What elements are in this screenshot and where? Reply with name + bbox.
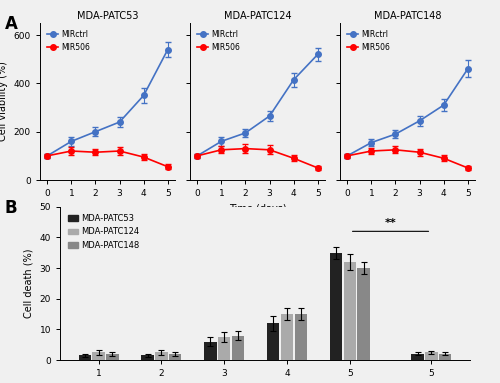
Bar bbox=[78, 355, 91, 360]
Bar bbox=[218, 337, 230, 360]
Bar bbox=[92, 352, 105, 360]
Bar bbox=[142, 355, 154, 360]
Title: MDA-PATC53: MDA-PATC53 bbox=[77, 11, 138, 21]
Legend: MIRctrl, MIR506: MIRctrl, MIR506 bbox=[344, 27, 394, 55]
Y-axis label: Cell death (%): Cell death (%) bbox=[24, 249, 34, 318]
Bar bbox=[281, 314, 293, 360]
Bar bbox=[294, 314, 307, 360]
Legend: MIRctrl, MIR506: MIRctrl, MIR506 bbox=[44, 27, 94, 55]
Legend: MDA-PATC53, MDA-PATC124, MDA-PATC148: MDA-PATC53, MDA-PATC124, MDA-PATC148 bbox=[64, 211, 142, 253]
Title: MDA-PATC148: MDA-PATC148 bbox=[374, 11, 442, 21]
Title: MDA-PATC124: MDA-PATC124 bbox=[224, 11, 292, 21]
Bar bbox=[204, 342, 216, 360]
Bar bbox=[358, 268, 370, 360]
Bar bbox=[344, 262, 356, 360]
Bar bbox=[267, 323, 280, 360]
Y-axis label: Cell viability (%): Cell viability (%) bbox=[0, 62, 8, 141]
Bar bbox=[425, 352, 438, 360]
Bar bbox=[412, 354, 424, 360]
Bar bbox=[232, 336, 244, 360]
Bar bbox=[106, 354, 118, 360]
Bar bbox=[439, 354, 452, 360]
Legend: MIRctrl, MIR506: MIRctrl, MIR506 bbox=[194, 27, 244, 55]
Bar bbox=[155, 352, 168, 360]
Text: B: B bbox=[5, 199, 18, 217]
Bar bbox=[330, 253, 342, 360]
X-axis label: Time (days): Time (days) bbox=[228, 204, 286, 214]
Text: **: ** bbox=[384, 218, 396, 228]
Text: A: A bbox=[5, 15, 18, 33]
Bar bbox=[169, 354, 181, 360]
